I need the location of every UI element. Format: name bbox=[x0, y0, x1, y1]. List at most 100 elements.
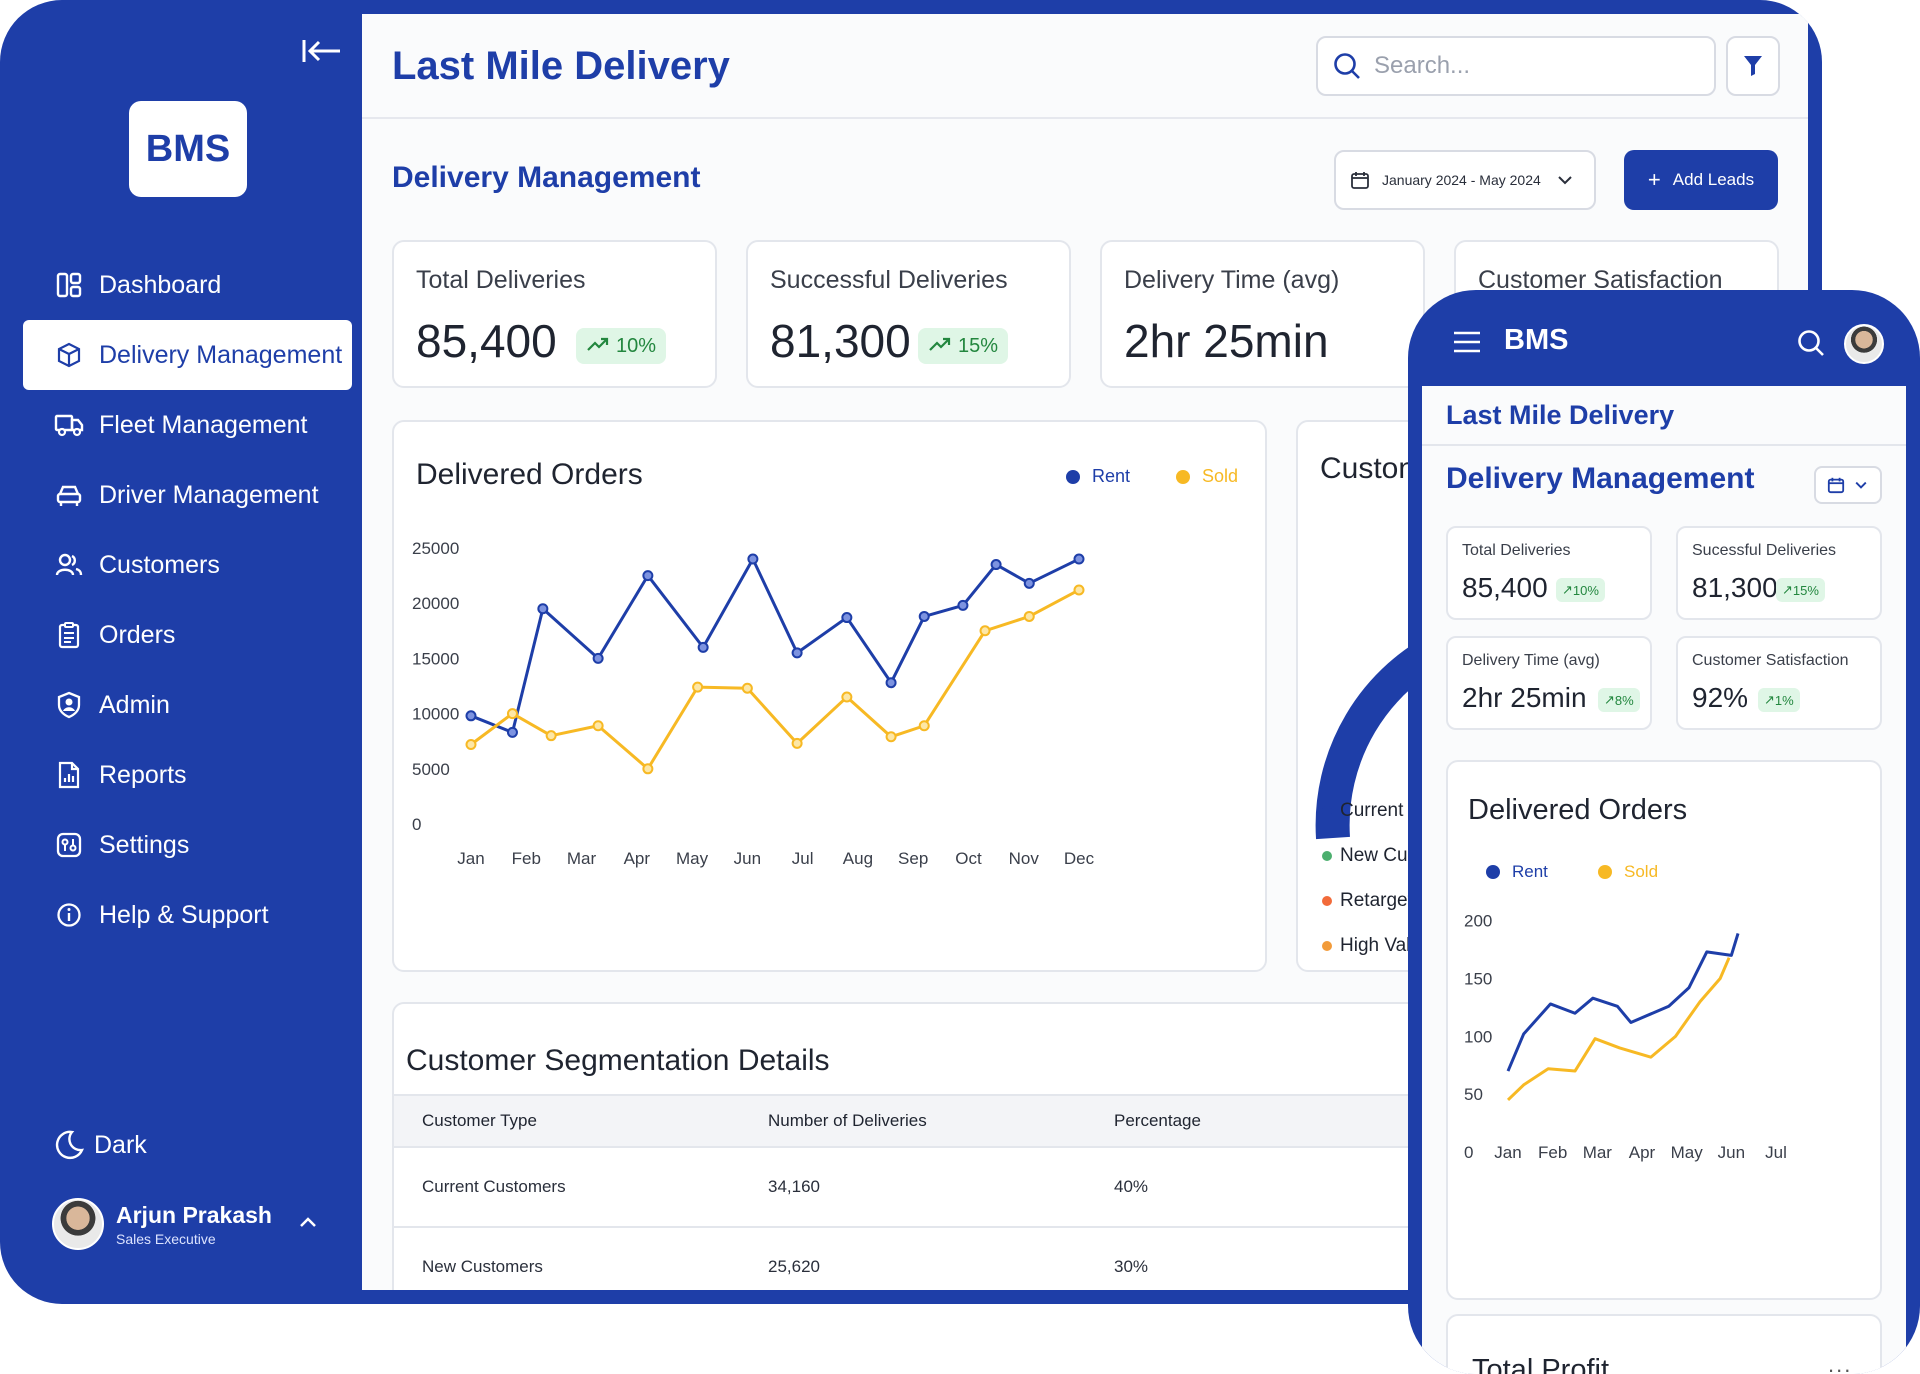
table-row[interactable]: New Customers 25,620 30% bbox=[394, 1228, 1494, 1290]
add-leads-button[interactable]: + Add Leads bbox=[1624, 150, 1778, 210]
data-point[interactable] bbox=[841, 691, 853, 703]
x-tick-label: Apr bbox=[624, 849, 651, 868]
x-tick-label: Jul bbox=[1765, 1143, 1787, 1162]
x-tick-label: May bbox=[676, 849, 709, 868]
phone-delivered-orders-card: Delivered Orders Rent Sold 0 50 100 150 200 J… bbox=[1446, 760, 1882, 1300]
collapse-sidebar-icon[interactable] bbox=[300, 36, 344, 66]
car-icon bbox=[53, 479, 85, 511]
data-point[interactable] bbox=[1023, 610, 1035, 622]
sidebar-item-settings[interactable]: Settings bbox=[23, 810, 352, 880]
legend-dot bbox=[1322, 806, 1332, 816]
data-point[interactable] bbox=[506, 708, 518, 720]
card-title: Total Profit bbox=[1472, 1354, 1609, 1374]
sidebar-item-reports[interactable]: Reports bbox=[23, 740, 352, 810]
x-tick-label: Mar bbox=[1583, 1143, 1613, 1162]
table-cell: 34,160 bbox=[768, 1177, 820, 1196]
data-point[interactable] bbox=[592, 720, 604, 732]
data-point[interactable] bbox=[979, 625, 991, 637]
data-point[interactable] bbox=[791, 737, 803, 749]
sidebar-item-label: Reports bbox=[99, 760, 187, 789]
data-point[interactable] bbox=[957, 599, 969, 611]
x-tick-label: Feb bbox=[512, 849, 541, 868]
trend-up-icon bbox=[586, 335, 610, 358]
data-point[interactable] bbox=[741, 682, 753, 694]
filter-button[interactable] bbox=[1726, 36, 1780, 96]
legend-sold[interactable]: Sold bbox=[1598, 862, 1658, 882]
data-point[interactable] bbox=[465, 710, 477, 722]
avatar bbox=[52, 1198, 104, 1250]
legend-dot bbox=[1598, 865, 1612, 879]
data-point[interactable] bbox=[537, 603, 549, 615]
y-tick-label: 25000 bbox=[412, 539, 459, 558]
data-point[interactable] bbox=[545, 730, 557, 742]
series-line-rent bbox=[470, 557, 1080, 734]
data-point[interactable] bbox=[506, 726, 518, 738]
sidebar-item-delivery-management[interactable]: Delivery Management bbox=[23, 320, 352, 390]
sidebar-item-driver-management[interactable]: Driver Management bbox=[23, 460, 352, 530]
data-point[interactable] bbox=[841, 612, 853, 624]
data-point[interactable] bbox=[885, 677, 897, 689]
data-point[interactable] bbox=[747, 553, 759, 565]
search-icon[interactable] bbox=[1796, 328, 1826, 358]
data-point[interactable] bbox=[1073, 553, 1085, 565]
menu-icon[interactable] bbox=[1452, 330, 1482, 354]
legend-label: Current bbox=[1340, 800, 1404, 821]
data-point[interactable] bbox=[990, 559, 1002, 571]
x-tick-label: Feb bbox=[1538, 1143, 1567, 1162]
data-point[interactable] bbox=[918, 720, 930, 732]
kpi-value: 2hr 25min bbox=[1124, 315, 1329, 367]
data-point[interactable] bbox=[1023, 577, 1035, 589]
legend-rent[interactable]: Rent bbox=[1486, 862, 1548, 882]
logo: BMS bbox=[129, 101, 247, 197]
phone-section-title: Delivery Management bbox=[1446, 462, 1755, 495]
sidebar-item-orders[interactable]: Orders bbox=[23, 600, 352, 670]
kpi-value: 2hr 25min bbox=[1462, 682, 1587, 713]
data-point[interactable] bbox=[465, 739, 477, 751]
phone-logo: BMS bbox=[1504, 324, 1569, 356]
kpi-change-badge: ↗ 15% bbox=[1776, 578, 1825, 602]
table-cell: 30% bbox=[1114, 1257, 1149, 1276]
data-point[interactable] bbox=[592, 652, 604, 664]
column-header[interactable]: Number of Deliveries bbox=[768, 1111, 927, 1130]
data-point[interactable] bbox=[697, 641, 709, 653]
dark-mode-toggle[interactable]: Dark bbox=[52, 1128, 147, 1162]
data-point[interactable] bbox=[642, 570, 654, 582]
search-input[interactable]: Search... bbox=[1316, 36, 1716, 96]
sidebar-item-fleet-management[interactable]: Fleet Management bbox=[23, 390, 352, 460]
phone-date-picker[interactable] bbox=[1814, 466, 1882, 504]
data-point[interactable] bbox=[791, 647, 803, 659]
date-range-picker[interactable]: January 2024 - May 2024 bbox=[1334, 150, 1596, 210]
data-point[interactable] bbox=[692, 681, 704, 693]
legend-rent[interactable]: Rent bbox=[1066, 466, 1130, 487]
table-cell: Current Customers bbox=[422, 1177, 566, 1196]
sidebar-item-label: Delivery Management bbox=[99, 340, 343, 369]
data-point[interactable] bbox=[1073, 584, 1085, 596]
calendar-icon bbox=[1827, 477, 1845, 494]
phone-header: BMS bbox=[1408, 290, 1920, 386]
sidebar-item-dashboard[interactable]: Dashboard bbox=[23, 250, 352, 320]
trend-up-icon: ↗ bbox=[1604, 692, 1615, 707]
more-options-icon[interactable]: ... bbox=[1828, 1352, 1853, 1374]
chevron-up-icon[interactable] bbox=[296, 1210, 320, 1234]
phone-total-profit-card: Total Profit ... bbox=[1446, 1314, 1882, 1374]
kpi-label: Customer Satisfaction bbox=[1478, 266, 1723, 294]
kpi-total-deliveries: Total Deliveries 85,400 10% bbox=[392, 240, 717, 388]
legend-sold[interactable]: Sold bbox=[1176, 466, 1238, 487]
sidebar-item-customers[interactable]: Customers bbox=[23, 530, 352, 600]
kpi-change-value: 15% bbox=[958, 334, 999, 357]
data-point[interactable] bbox=[642, 763, 654, 775]
user-profile[interactable]: Arjun Prakash Sales Executive bbox=[52, 1198, 272, 1250]
sidebar-item-admin[interactable]: Admin bbox=[23, 670, 352, 740]
sidebar-item-help-support[interactable]: Help & Support bbox=[23, 880, 352, 950]
data-point[interactable] bbox=[918, 610, 930, 622]
sidebar-item-label: Admin bbox=[99, 690, 170, 719]
phone-content: Last Mile Delivery Delivery Management T… bbox=[1422, 386, 1906, 1374]
data-point[interactable] bbox=[885, 731, 897, 743]
avatar[interactable] bbox=[1844, 324, 1884, 364]
column-header[interactable]: Customer Type bbox=[422, 1111, 537, 1130]
phone-kpi-delivery-time: Delivery Time (avg) 2hr 25min ↗ 8% bbox=[1446, 636, 1652, 730]
table-row[interactable]: Current Customers 34,160 40% bbox=[394, 1148, 1494, 1228]
column-header[interactable]: Percentage bbox=[1114, 1111, 1201, 1130]
trend-up-icon: ↗ bbox=[1782, 582, 1793, 597]
series-line-rent bbox=[1506, 932, 1740, 1072]
